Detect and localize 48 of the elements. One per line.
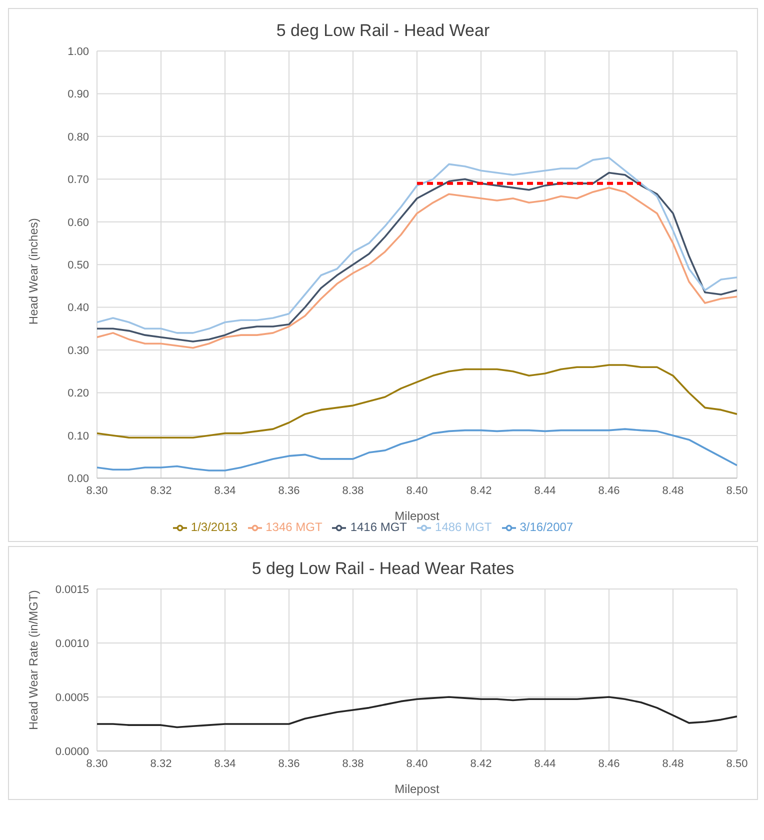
- x-axis-title: Milepost: [394, 782, 440, 796]
- y-tick-label: 0.0000: [55, 746, 89, 758]
- y-tick-label: 0.50: [68, 259, 89, 272]
- y-tick-label: 0.70: [68, 174, 89, 186]
- x-tick-label: 8.46: [598, 758, 620, 770]
- y-tick-label: 1.00: [68, 46, 89, 58]
- line-series: [97, 428, 737, 472]
- y-tick-label: 0.30: [68, 344, 89, 357]
- y-axis-title: Head Wear (inches): [26, 218, 40, 325]
- x-tick-label: 8.38: [342, 758, 364, 770]
- chart-title: 5 deg Low Rail - Head Wear Rates: [250, 558, 516, 579]
- legend-label: 1346 MGT: [266, 520, 322, 534]
- x-tick-label: 8.42: [470, 758, 492, 770]
- x-tick-label: 8.38: [342, 484, 364, 497]
- y-tick-label: 0.80: [68, 131, 89, 144]
- x-tick-label: 8.44: [534, 758, 556, 770]
- legend-label: 3/16/2007: [520, 520, 574, 534]
- y-tick-label: 0.20: [68, 388, 89, 400]
- y-tick-label: 0.60: [68, 216, 89, 229]
- x-tick-label: 8.44: [534, 484, 556, 497]
- x-tick-label: 8.42: [470, 484, 492, 497]
- y-tick-label: 0.10: [68, 430, 89, 442]
- x-tick-label: 8.48: [662, 758, 684, 770]
- x-tick-label: 8.32: [150, 758, 172, 770]
- x-tick-label: 8.36: [278, 758, 300, 770]
- line-series: [97, 364, 737, 438]
- x-tick-label: 8.48: [662, 484, 684, 497]
- x-tick-label: 8.40: [406, 484, 428, 497]
- x-tick-label: 8.50: [726, 758, 748, 770]
- x-tick-label: 8.50: [726, 484, 748, 497]
- x-tick-label: 8.30: [86, 484, 108, 497]
- x-tick-label: 8.34: [214, 758, 236, 770]
- x-tick-label: 8.46: [598, 484, 620, 497]
- chart-title: 5 deg Low Rail - Head Wear: [275, 20, 491, 41]
- y-tick-label: 0.0015: [55, 584, 89, 596]
- y-tick-label: 0.90: [68, 88, 89, 101]
- y-tick-label: 0.0005: [55, 692, 89, 704]
- y-axis-title: Head Wear Rate (in/MGT): [26, 590, 40, 730]
- y-tick-label: 0.0010: [55, 638, 89, 650]
- line-series: [97, 696, 737, 728]
- x-tick-label: 8.32: [150, 484, 172, 497]
- x-tick-label: 8.30: [86, 758, 108, 770]
- x-tick-label: 8.34: [214, 484, 236, 497]
- x-tick-label: 8.40: [406, 758, 428, 770]
- y-tick-label: 0.40: [68, 302, 89, 314]
- x-tick-label: 8.36: [278, 484, 300, 497]
- legend-label: 1/3/2013: [190, 520, 238, 534]
- y-tick-label: 0.00: [68, 473, 89, 486]
